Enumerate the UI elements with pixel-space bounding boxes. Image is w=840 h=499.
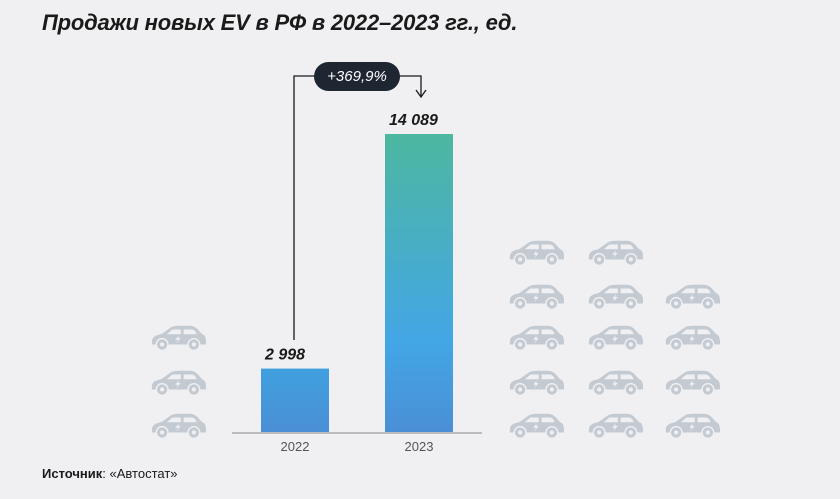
growth-badge-text: +369,9%	[327, 68, 387, 85]
source-label: Источник	[42, 466, 103, 481]
data-label-2023: 14 089	[389, 112, 438, 129]
bar-2022	[261, 368, 329, 432]
electric-car-icon	[151, 413, 206, 438]
growth-connector-line-2	[399, 75, 422, 96]
electric-car-icon	[588, 370, 643, 395]
electric-car-icon	[665, 370, 720, 395]
electric-car-icon	[588, 413, 643, 438]
data-label-2022: 2 998	[264, 347, 305, 364]
electric-car-icon	[509, 413, 564, 438]
source-value: : «Автостат»	[102, 466, 178, 481]
source-note: Источник: «Автостат»	[42, 466, 178, 481]
arrow-down-icon	[415, 89, 427, 99]
electric-car-icon	[151, 325, 206, 350]
bar-2023	[385, 134, 453, 432]
electric-car-icon	[509, 370, 564, 395]
electric-car-icon	[151, 370, 206, 395]
electric-car-icon	[509, 284, 564, 309]
electric-car-icon	[588, 325, 643, 350]
electric-car-icon	[509, 325, 564, 350]
electric-car-icon	[665, 325, 720, 350]
x-tick-label-2022: 2022	[281, 439, 310, 454]
electric-car-icon	[588, 284, 643, 309]
electric-car-icon	[588, 240, 643, 265]
growth-badge	[314, 62, 400, 91]
electric-car-icon	[665, 284, 720, 309]
chart-title: Продажи новых EV в РФ в 2022–2023 гг., е…	[42, 10, 518, 35]
electric-car-icon	[665, 413, 720, 438]
electric-car-icon	[509, 240, 564, 265]
growth-connector-line	[293, 75, 316, 340]
x-tick-label-2023: 2023	[405, 439, 434, 454]
